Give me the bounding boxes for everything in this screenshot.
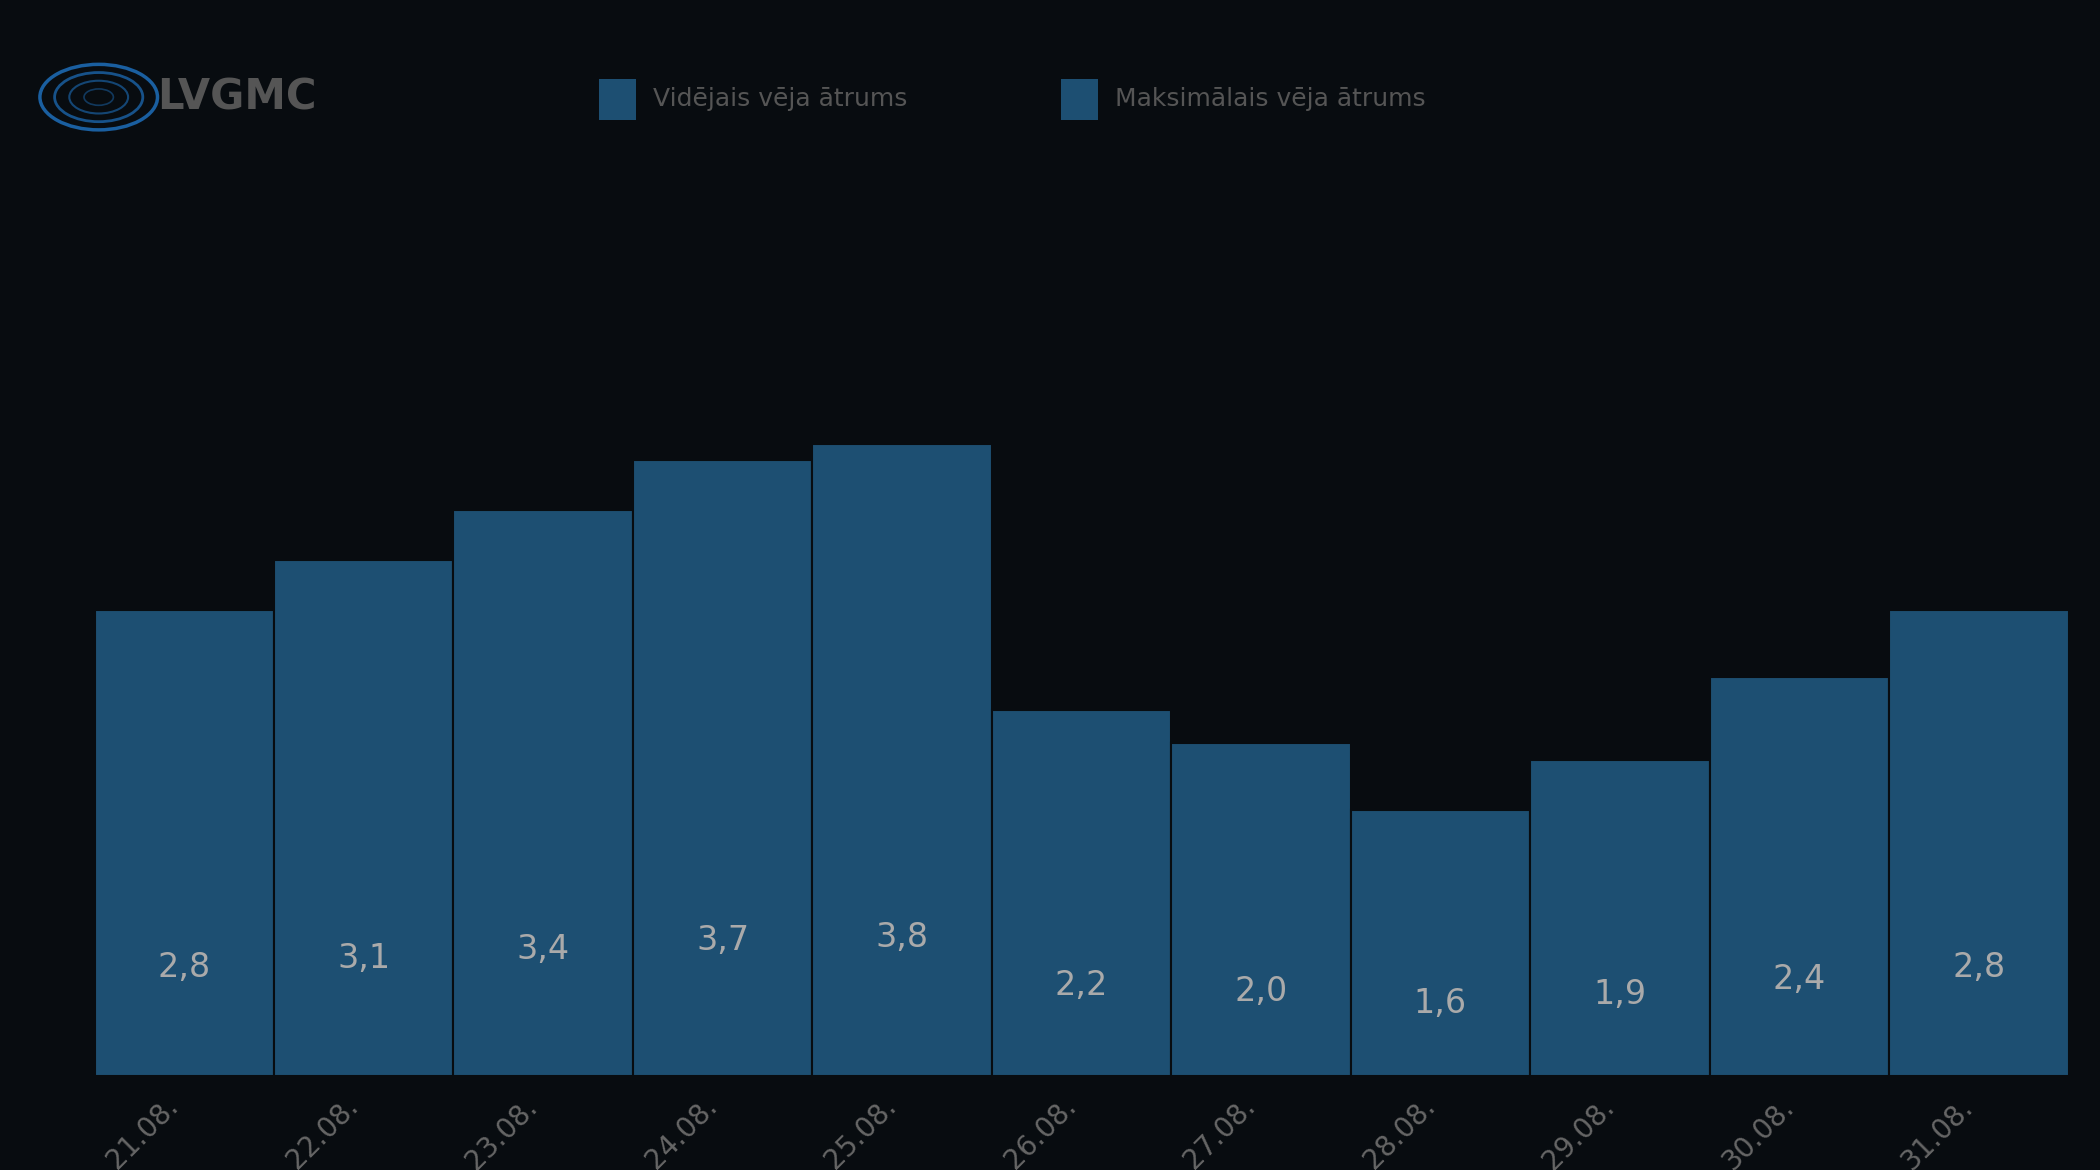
Text: 3,8: 3,8 <box>876 921 928 955</box>
Text: 1,9: 1,9 <box>1594 978 1646 1011</box>
Text: 2,4: 2,4 <box>1772 963 1825 996</box>
Text: 1,6: 1,6 <box>1413 987 1468 1020</box>
Bar <box>632 460 813 1076</box>
Bar <box>273 560 454 1076</box>
Text: LVGMC: LVGMC <box>158 76 317 118</box>
Bar <box>1890 611 2068 1076</box>
Text: 2,0: 2,0 <box>1235 975 1287 1009</box>
Bar <box>1350 810 1531 1076</box>
Bar <box>1531 760 1709 1076</box>
Text: Vidējais vēja ātrums: Vidējais vēja ātrums <box>653 88 907 111</box>
Bar <box>991 710 1172 1076</box>
FancyBboxPatch shape <box>1060 78 1098 119</box>
Text: 3,1: 3,1 <box>338 942 391 975</box>
Text: 2,8: 2,8 <box>1953 951 2005 984</box>
Bar <box>94 611 273 1076</box>
Bar <box>454 510 632 1076</box>
Text: 3,7: 3,7 <box>695 924 750 957</box>
Bar <box>813 443 991 1076</box>
Text: 3,4: 3,4 <box>517 934 569 966</box>
Text: 2,8: 2,8 <box>158 951 210 984</box>
Text: 2,2: 2,2 <box>1054 969 1109 1003</box>
Bar <box>1709 676 1890 1076</box>
Bar <box>1172 743 1350 1076</box>
FancyBboxPatch shape <box>598 78 636 119</box>
Text: Maksimālais vēja ātrums: Maksimālais vēja ātrums <box>1115 88 1426 111</box>
